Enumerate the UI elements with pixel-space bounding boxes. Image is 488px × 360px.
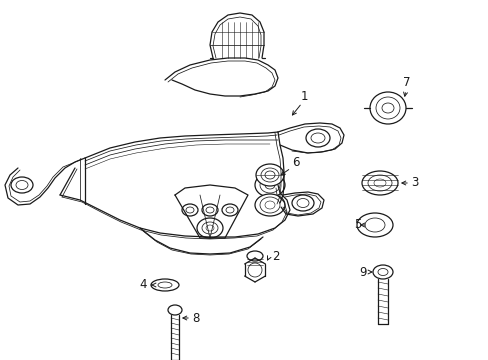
Text: 3: 3: [410, 176, 418, 189]
Text: 7: 7: [403, 76, 410, 89]
Ellipse shape: [356, 213, 392, 237]
Ellipse shape: [168, 305, 182, 315]
Text: 5: 5: [354, 219, 361, 231]
Ellipse shape: [256, 164, 284, 186]
Ellipse shape: [361, 171, 397, 195]
Ellipse shape: [372, 265, 392, 279]
Text: 9: 9: [359, 266, 366, 279]
Ellipse shape: [254, 194, 285, 216]
Text: 6: 6: [292, 156, 299, 168]
Text: 2: 2: [272, 251, 279, 264]
Text: 4: 4: [139, 279, 146, 292]
Ellipse shape: [151, 279, 179, 291]
Text: 1: 1: [300, 90, 307, 103]
Ellipse shape: [254, 173, 285, 197]
Ellipse shape: [246, 251, 263, 261]
Text: 8: 8: [192, 311, 199, 324]
Ellipse shape: [369, 92, 405, 124]
